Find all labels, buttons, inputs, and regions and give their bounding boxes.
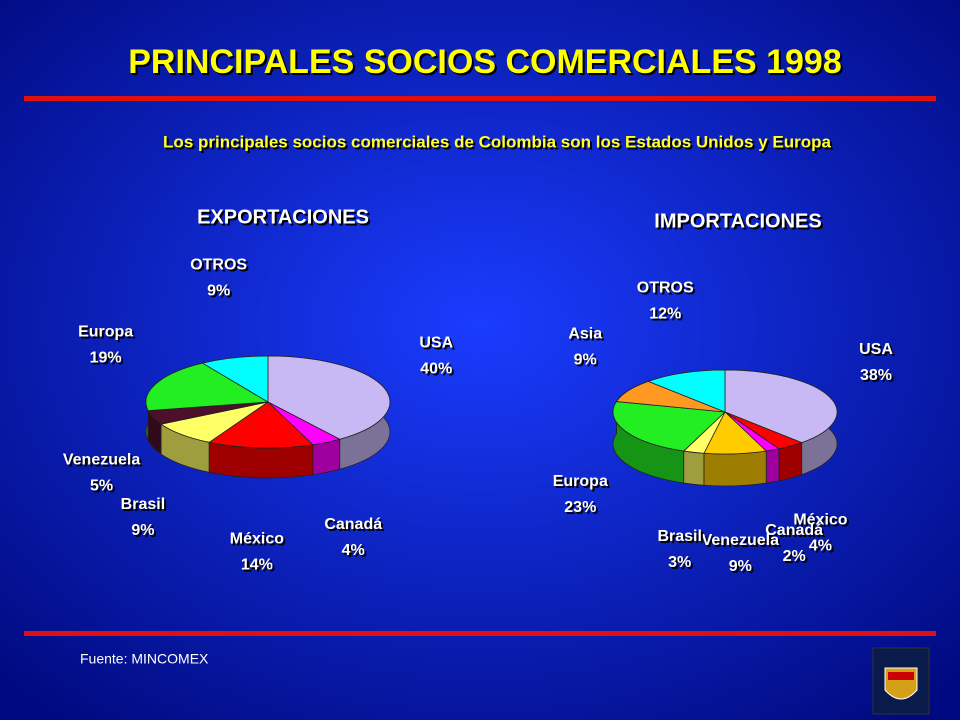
pie-slice bbox=[267, 355, 391, 440]
pie-side bbox=[683, 450, 705, 486]
slice-label: Asia bbox=[568, 326, 602, 343]
slice-label: Europa bbox=[78, 324, 133, 341]
divider bbox=[24, 631, 936, 636]
pie-slice bbox=[201, 355, 269, 403]
slice-label: OTROS bbox=[637, 280, 694, 297]
slice-value-label: 9% bbox=[207, 282, 230, 299]
slice-value-label: 4% bbox=[342, 542, 365, 559]
slice-value-label: 14% bbox=[241, 557, 273, 574]
pie-side bbox=[312, 438, 341, 476]
chart-title: IMPORTACIONES bbox=[654, 210, 821, 232]
slice-label: OTROS bbox=[190, 256, 247, 273]
divider bbox=[24, 96, 936, 101]
chart-title: EXPORTACIONES bbox=[197, 206, 369, 228]
slide-title: PRINCIPALES SOCIOS COMERCIALES 1998 bbox=[128, 43, 842, 81]
slice-value-label: 9% bbox=[574, 352, 597, 369]
slice-value-label: 40% bbox=[420, 360, 452, 377]
slice-label: USA bbox=[859, 341, 893, 358]
slice-value-label: 12% bbox=[649, 306, 681, 323]
pie-slice bbox=[208, 401, 314, 449]
slice-label: Brasil bbox=[657, 528, 701, 545]
slice-label: Canadá bbox=[765, 522, 823, 539]
slice-label: México bbox=[793, 512, 847, 529]
slice-label: Europa bbox=[553, 473, 608, 490]
pie-side bbox=[765, 448, 780, 484]
slice-label: Venezuela bbox=[702, 532, 779, 549]
pie-side bbox=[703, 450, 767, 487]
source: Fuente: MINCOMEX bbox=[80, 651, 209, 667]
crest bbox=[872, 647, 930, 715]
slice-label: Brasil bbox=[121, 496, 165, 513]
slice-label: México bbox=[230, 531, 284, 548]
slice-value-label: 4% bbox=[809, 538, 832, 555]
slice-label: Canadá bbox=[324, 516, 382, 533]
pie-slice bbox=[145, 362, 270, 412]
pie-slice bbox=[724, 369, 838, 444]
slice-value-label: 2% bbox=[783, 548, 806, 565]
slice-value-label: 3% bbox=[668, 554, 691, 571]
slice-value-label: 23% bbox=[564, 499, 596, 516]
subtitle: Los principales socios comerciales de Co… bbox=[163, 132, 831, 151]
slice-label: USA bbox=[419, 334, 453, 351]
slice-value-label: 9% bbox=[131, 522, 154, 539]
pie-slice bbox=[612, 401, 726, 452]
charts: EXPORTACIONESUSA40%Canadá4%México14%Bras… bbox=[63, 206, 893, 575]
slice-value-label: 38% bbox=[860, 367, 892, 384]
pie-slice bbox=[647, 369, 726, 413]
slice-value-label: 19% bbox=[90, 350, 122, 367]
slice-label: Venezuela bbox=[63, 452, 140, 469]
slice-value-label: 9% bbox=[729, 558, 752, 575]
slice-value-label: 5% bbox=[90, 478, 113, 495]
